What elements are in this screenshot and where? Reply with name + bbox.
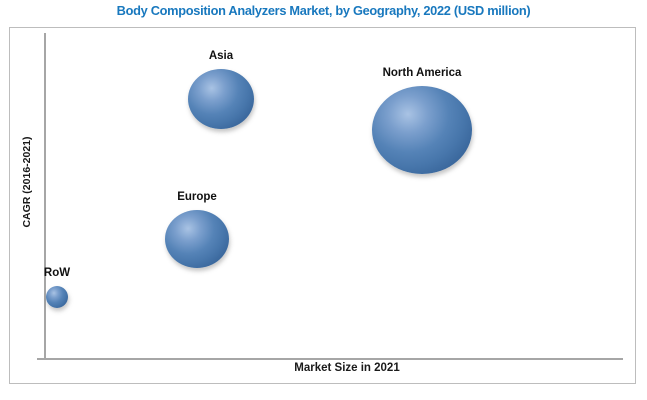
bubble-north-america <box>372 86 472 174</box>
x-axis-line <box>37 358 623 360</box>
bubble-label-north-america: North America <box>382 67 462 79</box>
bubble-label-asia: Asia <box>208 50 234 62</box>
bubble-label-row: RoW <box>43 267 71 279</box>
y-axis-line <box>44 33 46 360</box>
chart-title: Body Composition Analyzers Market, by Ge… <box>116 3 531 18</box>
bubble-europe <box>165 210 229 268</box>
bubble-label-europe: Europe <box>177 191 217 203</box>
chart-outer-border <box>9 27 636 384</box>
x-axis-title: Market Size in 2021 <box>294 362 400 374</box>
bubble-row <box>46 286 68 308</box>
bubble-asia <box>188 69 254 129</box>
